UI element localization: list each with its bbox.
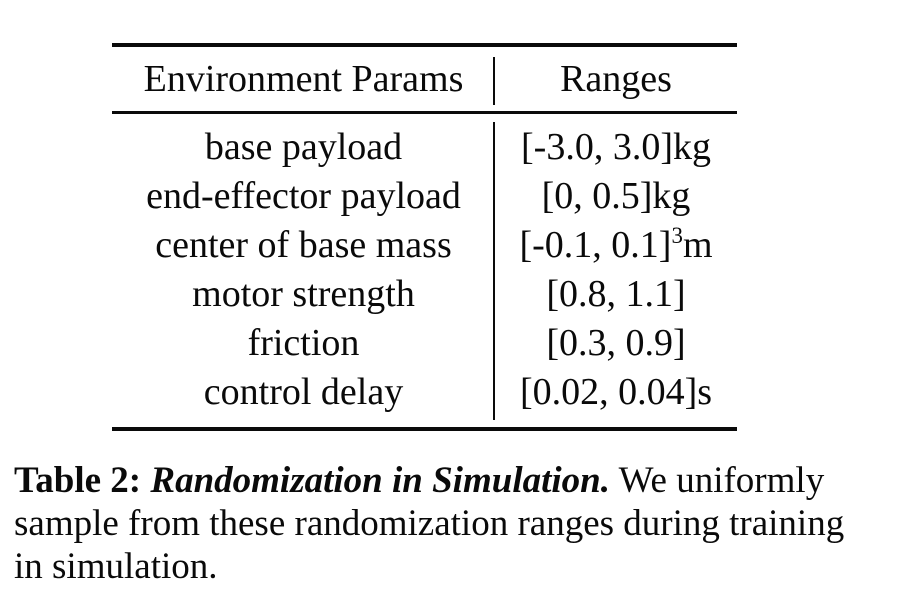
param-cell: center of base mass xyxy=(155,223,452,266)
table-row: base payload [-3.0, 3.0]kg xyxy=(112,123,737,172)
range-value: [0.02, 0.04] xyxy=(519,370,698,413)
table-bottom-rule xyxy=(112,426,737,431)
table-row: center of base mass [-0.1, 0.1]3m xyxy=(112,221,737,270)
column-divider-header xyxy=(493,57,495,105)
table-row: friction [0.3, 0.9] xyxy=(112,319,737,368)
column-divider-body xyxy=(493,122,495,420)
range-unit: s xyxy=(697,370,713,413)
range-unit: kg xyxy=(652,174,691,217)
table-caption: Table 2: Randomization in Simulation. We… xyxy=(14,459,876,588)
caption-text: We uniformly sample from these randomiza… xyxy=(14,460,845,587)
range-value: [0, 0.5] xyxy=(541,174,653,217)
range-value: [0.3, 0.9] xyxy=(546,321,686,364)
range-cell: [0, 0.5]kg xyxy=(495,172,737,221)
caption-label: Table 2: xyxy=(14,460,142,501)
param-cell: control delay xyxy=(203,370,404,413)
column-header-ranges: Ranges xyxy=(560,58,672,100)
range-value: [-3.0, 3.0] xyxy=(521,125,673,168)
range-cell: [0.3, 0.9] xyxy=(495,319,737,368)
table-row: end-effector payload [0, 0.5]kg xyxy=(112,172,737,221)
param-cell: friction xyxy=(247,321,360,364)
table-body: base payload [-3.0, 3.0]kg end-effector … xyxy=(112,114,737,427)
table-row: motor strength [0.8, 1.1] xyxy=(112,270,737,319)
param-cell: base payload xyxy=(204,125,403,168)
column-header-environment-params: Environment Params xyxy=(143,58,464,100)
range-exponent: 3 xyxy=(671,222,683,248)
table-mid-rule xyxy=(112,111,737,114)
range-unit: kg xyxy=(672,125,711,168)
table-top-rule xyxy=(112,43,737,47)
caption-title: Randomization in Simulation. xyxy=(150,460,610,501)
randomization-table: Environment Params Ranges base payload [… xyxy=(112,43,737,431)
param-cell: end-effector payload xyxy=(146,174,461,217)
range-cell: [-3.0, 3.0]kg xyxy=(495,123,737,172)
table-row: control delay [0.02, 0.04]s xyxy=(112,368,737,417)
range-unit: m xyxy=(682,223,713,266)
table-header-row: Environment Params Ranges xyxy=(112,47,737,111)
range-cell: [0.8, 1.1] xyxy=(495,270,737,319)
range-cell: [0.02, 0.04]s xyxy=(495,368,737,417)
range-value: [-0.1, 0.1] xyxy=(519,223,672,266)
range-value: [0.8, 1.1] xyxy=(546,272,686,315)
param-cell: motor strength xyxy=(192,272,415,315)
range-cell: [-0.1, 0.1]3m xyxy=(495,221,737,270)
